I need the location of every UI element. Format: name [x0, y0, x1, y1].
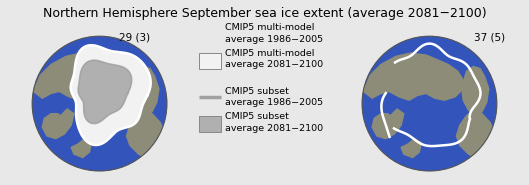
Polygon shape	[457, 110, 496, 159]
Circle shape	[24, 28, 175, 179]
Circle shape	[354, 28, 505, 179]
Circle shape	[32, 36, 167, 171]
Text: 29 (3): 29 (3)	[119, 32, 150, 42]
Polygon shape	[372, 109, 404, 139]
Polygon shape	[71, 139, 92, 158]
Bar	[199, 116, 221, 132]
Text: Northern Hemisphere September sea ice extent (average 2081−2100): Northern Hemisphere September sea ice ex…	[43, 7, 486, 20]
Polygon shape	[33, 53, 133, 100]
Text: CMIP5 multi-model
average 2081−2100: CMIP5 multi-model average 2081−2100	[225, 49, 323, 69]
Text: CMIP5 multi-model
average 1986−2005: CMIP5 multi-model average 1986−2005	[225, 23, 323, 44]
Polygon shape	[132, 67, 159, 116]
Polygon shape	[401, 139, 422, 158]
Text: CMIP5 subset
average 2081−2100: CMIP5 subset average 2081−2100	[225, 112, 323, 133]
Polygon shape	[42, 109, 74, 139]
Polygon shape	[71, 46, 150, 144]
Bar	[199, 53, 221, 69]
Text: CMIP5 subset
average 1986−2005: CMIP5 subset average 1986−2005	[225, 87, 323, 107]
Polygon shape	[126, 110, 166, 159]
Polygon shape	[462, 67, 489, 116]
Text: 37 (5): 37 (5)	[475, 32, 506, 42]
Polygon shape	[363, 53, 463, 100]
Polygon shape	[79, 61, 131, 123]
Circle shape	[362, 36, 497, 171]
